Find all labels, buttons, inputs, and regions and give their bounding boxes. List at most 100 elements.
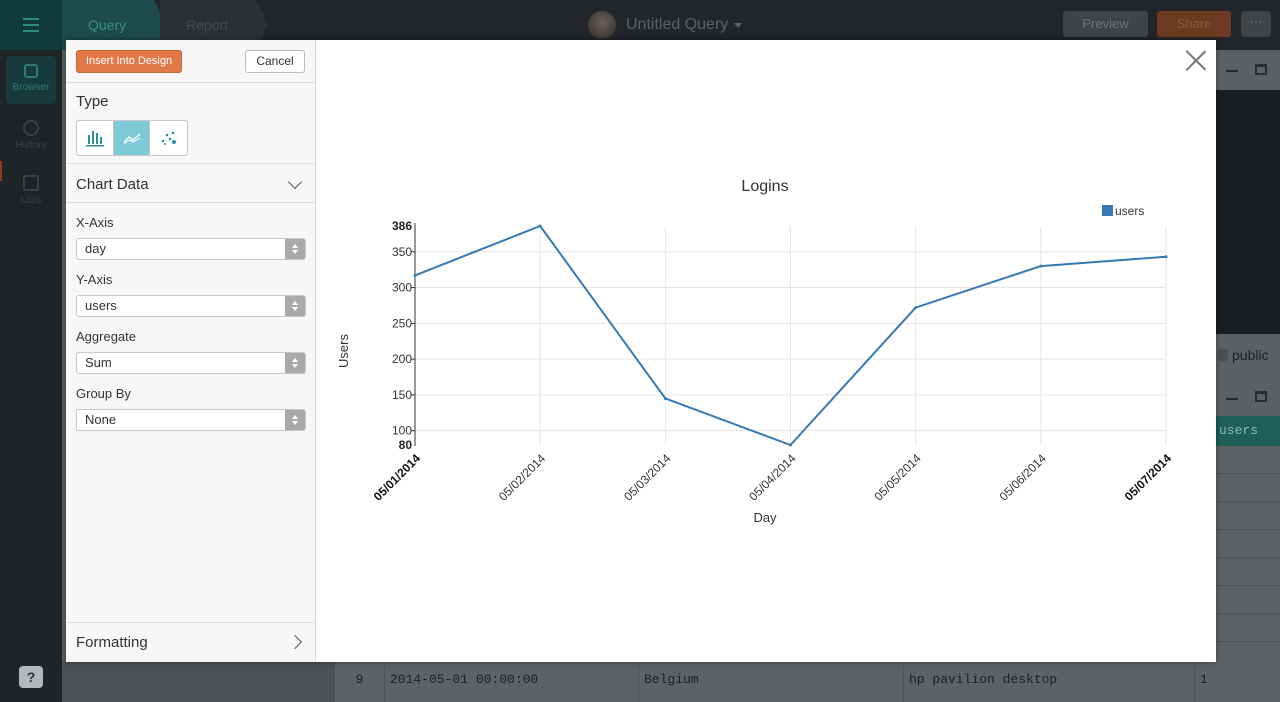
chart-grid: [415, 226, 1167, 445]
results-left-gutter: [62, 661, 335, 702]
data-point: [1164, 255, 1168, 259]
group-by-value: None: [85, 412, 117, 427]
chevron-down-icon[interactable]: [287, 174, 303, 190]
rail-label-browser: Browser: [12, 82, 50, 93]
share-button[interactable]: Share: [1157, 11, 1231, 37]
select-arrows-icon: [285, 410, 305, 430]
rail-label-lists: Lists: [20, 195, 42, 206]
results-header: [1216, 378, 1280, 416]
type-label: Type: [76, 93, 109, 110]
data-point: [914, 306, 918, 310]
minimize-icon[interactable]: [1226, 70, 1238, 72]
left-rail: Browser History Lists: [0, 50, 62, 702]
chart-type-scatter[interactable]: [150, 121, 187, 155]
formatting-section-header[interactable]: Formatting: [76, 634, 148, 651]
line-chart: Logins Day Users users 100 150 200 250 300 35…: [336, 178, 1175, 525]
help-button[interactable]: ?: [19, 666, 43, 688]
schema-selector[interactable]: public: [1218, 347, 1269, 363]
cell-device[interactable]: hp pavilion desktop: [904, 661, 1195, 702]
x-axis-label: X-Axis: [76, 215, 114, 230]
chevron-down-icon[interactable]: [734, 22, 743, 28]
chart-settings-panel: Insert Into Design Cancel Type: [66, 40, 316, 662]
divider: [66, 202, 316, 203]
rail-item-lists[interactable]: Lists: [0, 175, 62, 206]
y-axis-select[interactable]: users: [76, 295, 306, 317]
data-point: [413, 273, 417, 277]
chart-editor-modal: Insert Into Design Cancel Type: [66, 40, 1216, 662]
data-point: [789, 443, 792, 447]
x-tick-label: 05/04/2014: [746, 451, 799, 504]
x-tick-label: 05/06/2014: [997, 451, 1050, 504]
y-tick-label: 200: [392, 352, 412, 366]
group-by-select[interactable]: None: [76, 409, 306, 431]
scatter-chart-icon: [161, 131, 176, 145]
x-tick-label: 05/02/2014: [496, 451, 549, 504]
data-point: [1039, 264, 1043, 268]
chart-title: Logins: [741, 178, 788, 195]
clock-icon: [23, 120, 39, 136]
y-tick-label: 350: [392, 245, 412, 259]
divider: [66, 163, 316, 164]
preview-button[interactable]: Preview: [1063, 11, 1148, 37]
cell-users[interactable]: 1: [1200, 672, 1208, 687]
y-axis-label: Y-Axis: [76, 272, 113, 287]
cancel-button[interactable]: Cancel: [245, 50, 305, 73]
chart-type-bar[interactable]: [77, 121, 114, 155]
y-tick-label-min: 80: [399, 438, 413, 452]
select-arrows-icon: [285, 296, 305, 316]
y-tick-label: 100: [392, 424, 412, 438]
y-axis-title: Users: [336, 334, 351, 368]
data-point: [663, 396, 667, 400]
y-tick-label-max: 386: [392, 219, 412, 233]
menu-icon[interactable]: [0, 0, 62, 50]
data-point: [538, 224, 542, 228]
cell-country[interactable]: Belgium: [639, 661, 904, 702]
rail-item-browser[interactable]: Browser: [6, 56, 56, 104]
select-arrows-icon: [285, 239, 305, 259]
rail-label-history: History: [15, 140, 47, 151]
chevron-right-icon[interactable]: [287, 634, 303, 650]
rail-item-history[interactable]: History: [0, 120, 62, 151]
results-column-header[interactable]: users: [1216, 416, 1280, 446]
bar-chart-icon: [85, 131, 104, 147]
database-icon: [1218, 349, 1228, 361]
aggregate-select[interactable]: Sum: [76, 352, 306, 374]
avatar[interactable]: [588, 11, 616, 39]
query-editor[interactable]: [1216, 50, 1280, 334]
x-axis-select[interactable]: day: [76, 238, 306, 260]
x-axis-title: Day: [753, 510, 777, 525]
x-axis-value: day: [85, 241, 106, 256]
y-tick-label: 250: [392, 316, 412, 330]
y-tick-label: 150: [392, 388, 412, 402]
x-tick-label: 05/01/2014: [371, 451, 424, 504]
row-index: 9: [335, 661, 385, 702]
divider: [66, 622, 316, 623]
maximize-icon[interactable]: [1255, 391, 1267, 402]
cell-date[interactable]: 2014-05-01 00:00:00: [385, 661, 639, 702]
more-button[interactable]: ···: [1241, 11, 1271, 37]
x-tick-label: 05/05/2014: [871, 451, 924, 504]
legend-swatch: [1102, 205, 1113, 216]
x-tick-label: 05/07/2014: [1122, 451, 1175, 504]
x-tick-label: 05/03/2014: [621, 451, 674, 504]
table-row[interactable]: 9 2014-05-01 00:00:00 Belgium hp pavilio…: [335, 661, 1280, 702]
maximize-icon[interactable]: [1255, 64, 1267, 75]
chart-type-line[interactable]: [113, 121, 151, 155]
select-arrows-icon: [285, 353, 305, 373]
database-icon: [24, 64, 38, 78]
legend-label: users: [1115, 204, 1144, 218]
minimize-icon[interactable]: [1226, 398, 1238, 400]
query-title-area[interactable]: Untitled Query: [588, 10, 743, 40]
query-title[interactable]: Untitled Query: [626, 16, 729, 33]
divider: [66, 82, 316, 83]
chart-data-section-header[interactable]: Chart Data: [76, 176, 149, 193]
y-axis-value: users: [85, 298, 117, 313]
schema-label: public: [1232, 347, 1269, 363]
list-add-icon: [23, 175, 39, 191]
y-tick-label: 300: [392, 281, 412, 295]
aggregate-label: Aggregate: [76, 329, 136, 344]
line-chart-icon: [123, 133, 140, 145]
insert-into-design-button[interactable]: Insert Into Design: [76, 50, 182, 73]
chart-type-selector: [76, 120, 188, 156]
